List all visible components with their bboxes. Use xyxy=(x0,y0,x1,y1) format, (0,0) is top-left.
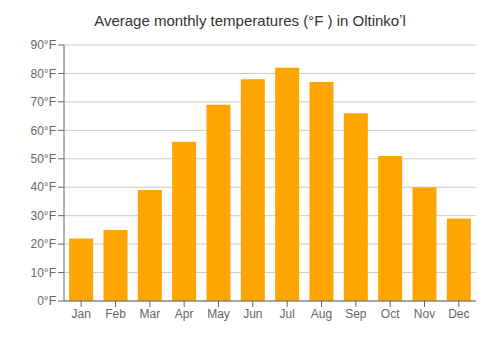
svg-text:60°F: 60°F xyxy=(31,124,56,138)
html-text:Average monthly temperatures (: Average monthly temperatures (°F ) in Ol… xyxy=(94,12,406,29)
svg-text:Jan: Jan xyxy=(71,307,90,321)
svg-text:90°F: 90°F xyxy=(31,38,56,52)
svg-text:30°F: 30°F xyxy=(31,209,56,223)
svg-text:Apr: Apr xyxy=(175,307,194,321)
svg-text:Jun: Jun xyxy=(243,307,262,321)
svg-text:80°F: 80°F xyxy=(31,67,56,81)
svg-text:20°F: 20°F xyxy=(31,237,56,251)
svg-text:Sep: Sep xyxy=(345,307,367,321)
svg-text:Feb: Feb xyxy=(105,307,126,321)
svg-text:Nov: Nov xyxy=(414,307,435,321)
svg-text:May: May xyxy=(207,307,230,321)
svg-text:10°F: 10°F xyxy=(31,266,56,280)
svg-text:50°F: 50°F xyxy=(31,152,56,166)
svg-text:40°F: 40°F xyxy=(31,180,56,194)
svg-text:Mar: Mar xyxy=(139,307,160,321)
svg-text:Jul: Jul xyxy=(279,307,294,321)
svg-text:Dec: Dec xyxy=(448,307,469,321)
svg-text:0°F: 0°F xyxy=(37,294,56,308)
svg-text:Aug: Aug xyxy=(311,307,332,321)
svg-text:70°F: 70°F xyxy=(31,95,56,109)
svg-text:Oct: Oct xyxy=(381,307,400,321)
